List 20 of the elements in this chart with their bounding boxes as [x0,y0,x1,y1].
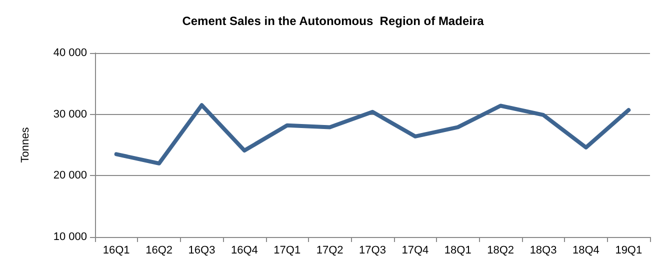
y-tick-label: 20 000 [53,170,87,182]
x-tick-label: 17Q2 [316,244,344,256]
x-tick-label: 17Q4 [402,244,429,256]
y-axis-title: Tonnes [20,126,32,163]
x-tick-label: 17Q1 [274,244,301,256]
x-tick-label: 18Q2 [487,244,514,256]
x-tick-label: 16Q3 [188,244,216,256]
x-tick-label: 16Q2 [146,244,172,256]
x-tick-label: 17Q3 [359,244,386,256]
x-tick-label: 19Q1 [615,244,642,256]
x-tick-label: 18Q1 [444,244,472,256]
x-tick-label: 16Q4 [230,244,258,256]
y-tick-label: 40 000 [53,47,87,59]
line-series [114,103,631,166]
y-tick-label: 10 000 [53,231,87,243]
x-tick-label: 16Q1 [102,244,130,256]
x-tick-label: 18Q3 [530,244,557,256]
x-tick-label: 18Q4 [572,244,600,256]
y-tick-label: 30 000 [53,108,87,120]
chart-title: Cement Sales in the Autonomous Region of Madeira [182,14,484,28]
